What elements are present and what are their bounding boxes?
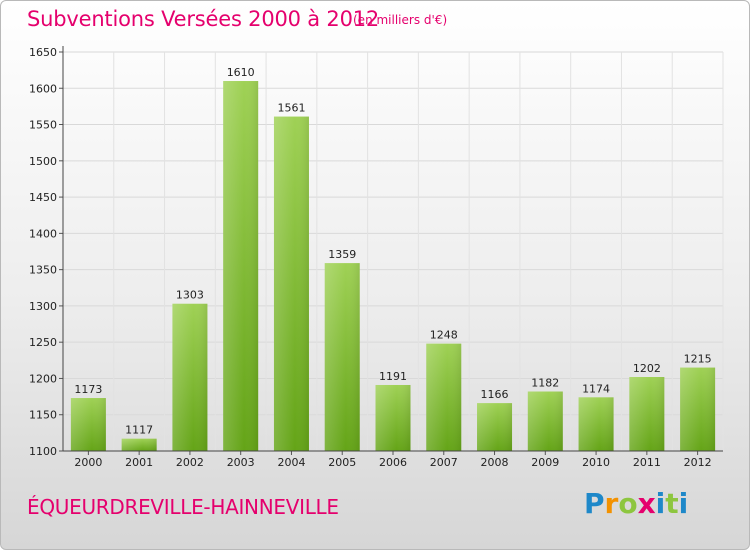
x-tick-label: 2005 — [328, 456, 356, 469]
bar-shade — [629, 377, 665, 451]
x-tick-label: 2002 — [176, 456, 204, 469]
logo-letter: i — [678, 487, 689, 520]
bar-value-label: 1182 — [531, 377, 559, 390]
bar-value-label: 1117 — [125, 424, 153, 437]
y-tick-label: 1450 — [29, 191, 57, 204]
bars — [70, 81, 716, 451]
x-tick-label: 2003 — [227, 456, 255, 469]
chart-subtitle: (en milliers d'€) — [353, 13, 448, 27]
bar-value-label: 1248 — [430, 329, 458, 342]
y-tick-label: 1200 — [29, 372, 57, 385]
logo-letter: r — [604, 487, 619, 520]
y-tick-label: 1150 — [29, 409, 57, 422]
bar-shade — [273, 116, 309, 451]
bar-shade — [70, 398, 106, 451]
proxiti-logo[interactable]: Proxiti — [584, 487, 688, 520]
bar-shade — [375, 384, 411, 451]
logo-letter: x — [637, 487, 656, 520]
x-tick-label: 2001 — [125, 456, 153, 469]
x-tick-label: 2011 — [633, 456, 661, 469]
x-tick-label: 2006 — [379, 456, 407, 469]
bar-value-label: 1303 — [176, 289, 204, 302]
bar-shade — [477, 403, 513, 451]
bar-value-label: 1173 — [74, 383, 102, 396]
x-tick-label: 2000 — [74, 456, 102, 469]
y-tick-label: 1100 — [29, 445, 57, 458]
y-tick-label: 1400 — [29, 227, 57, 240]
bar-value-label: 1359 — [328, 248, 356, 261]
bar-value-label: 1202 — [633, 362, 661, 375]
bar-shade — [223, 81, 259, 451]
y-tick-label: 1350 — [29, 264, 57, 277]
y-tick-label: 1250 — [29, 336, 57, 349]
logo-letter: P — [584, 487, 605, 520]
y-tick-label: 1550 — [29, 119, 57, 132]
bar-value-label: 1561 — [277, 102, 305, 115]
bar-value-label: 1191 — [379, 370, 407, 383]
bar-shade — [324, 263, 360, 451]
x-tick-label: 2010 — [582, 456, 610, 469]
logo-letter: i — [655, 487, 666, 520]
y-tick-label: 1300 — [29, 300, 57, 313]
axes — [59, 46, 723, 455]
bar-value-label: 1166 — [481, 388, 509, 401]
bar-shade — [527, 391, 563, 451]
x-tick-label: 2009 — [531, 456, 559, 469]
bar-shade — [680, 367, 716, 451]
x-tick-label: 2007 — [430, 456, 458, 469]
y-tick-label: 1600 — [29, 82, 57, 95]
chart-title: Subventions Versées 2000 à 2012 — [27, 7, 380, 31]
commune-name: ÉQUEURDREVILLE-HAINNEVILLE — [27, 495, 339, 519]
x-tick-label: 2012 — [684, 456, 712, 469]
logo-letter: o — [618, 487, 638, 520]
x-tick-label: 2004 — [277, 456, 305, 469]
bar-value-label: 1215 — [684, 353, 712, 366]
bar-shade — [121, 438, 157, 451]
bar-value-label: 1174 — [582, 382, 610, 395]
bar-shade — [426, 343, 462, 451]
x-tick-label: 2008 — [481, 456, 509, 469]
bar-shade — [172, 303, 208, 451]
bar-shade — [578, 397, 614, 451]
bar-value-label: 1610 — [227, 66, 255, 79]
y-tick-label: 1500 — [29, 155, 57, 168]
logo-letter: t — [665, 487, 679, 520]
labels: 1100 1150 1200 1250 1300 1350 1400 1450 1500 1550… — [29, 46, 712, 469]
y-tick-label: 1650 — [29, 46, 57, 59]
